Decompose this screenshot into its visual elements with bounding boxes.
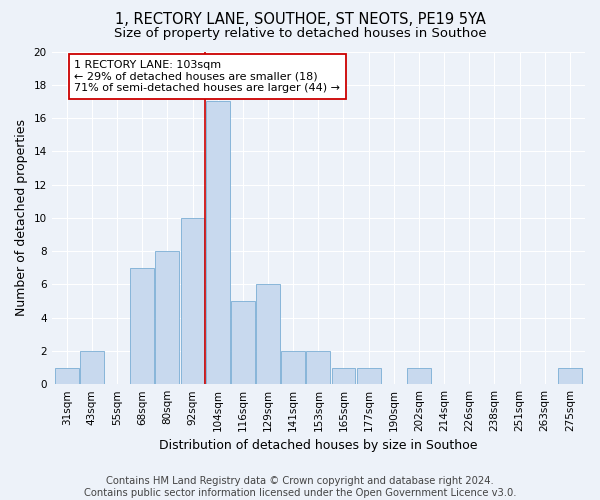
Bar [307,351,330,384]
Bar [256,284,280,384]
Bar [332,368,355,384]
Text: 1, RECTORY LANE, SOUTHOE, ST NEOTS, PE19 5YA: 1, RECTORY LANE, SOUTHOE, ST NEOTS, PE19… [115,12,485,28]
Bar [80,351,104,384]
Bar [407,368,431,384]
Bar [356,368,380,384]
Bar [155,251,179,384]
X-axis label: Distribution of detached houses by size in Southoe: Distribution of detached houses by size … [159,440,478,452]
Bar [55,368,79,384]
Bar [206,102,230,384]
Bar [558,368,582,384]
Bar [130,268,154,384]
Text: Size of property relative to detached houses in Southoe: Size of property relative to detached ho… [113,28,487,40]
Text: Contains HM Land Registry data © Crown copyright and database right 2024.
Contai: Contains HM Land Registry data © Crown c… [84,476,516,498]
Bar [231,301,255,384]
Text: 1 RECTORY LANE: 103sqm
← 29% of detached houses are smaller (18)
71% of semi-det: 1 RECTORY LANE: 103sqm ← 29% of detached… [74,60,340,93]
Y-axis label: Number of detached properties: Number of detached properties [15,120,28,316]
Bar [181,218,205,384]
Bar [281,351,305,384]
